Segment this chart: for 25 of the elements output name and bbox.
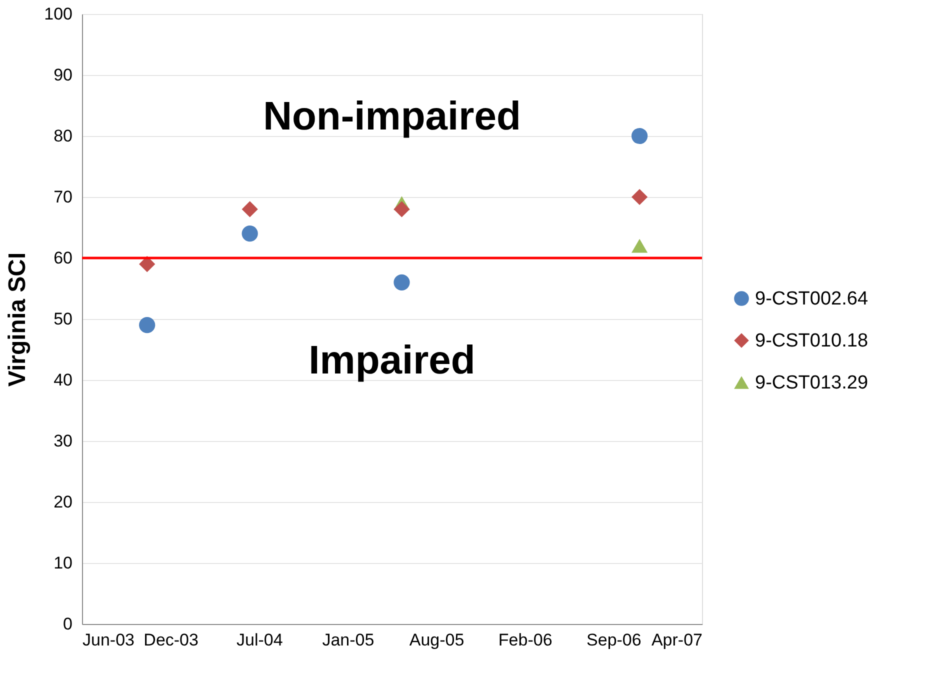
y-tick-label: 50 [54, 310, 72, 328]
legend-label: 9-CST010.18 [755, 330, 868, 352]
y-tick-label: 100 [44, 4, 72, 24]
y-tick-label: 0 [63, 614, 72, 634]
x-tick-label: Jun-03 [82, 630, 134, 650]
x-tick-label: Feb-06 [498, 630, 552, 650]
y-axis-title: Virginia SCI [4, 252, 32, 387]
y-tick-label: 60 [54, 248, 72, 268]
legend-label: 9-CST002.64 [755, 288, 868, 310]
y-tick-label: 90 [54, 66, 72, 84]
annotation: Non-impaired [263, 94, 521, 139]
y-tick-label: 40 [54, 370, 72, 390]
y-tick-label: 20 [54, 492, 72, 512]
y-tick-label: 70 [54, 188, 72, 206]
x-tick-label: Jul-04 [236, 630, 283, 650]
legend-label: 9-CST013.29 [755, 372, 868, 394]
x-tick-label: Aug-05 [409, 630, 464, 650]
annotation: Impaired [308, 338, 476, 383]
y-tick-label: 80 [54, 126, 72, 146]
x-tick-label: Jan-05 [322, 630, 374, 650]
y-tick-label: 10 [54, 554, 72, 572]
x-tick-label: Apr-07 [651, 630, 702, 650]
x-tick-label: Sep-06 [586, 630, 642, 650]
x-tick-label: Dec-03 [144, 630, 198, 650]
y-tick-label: 30 [54, 432, 72, 450]
